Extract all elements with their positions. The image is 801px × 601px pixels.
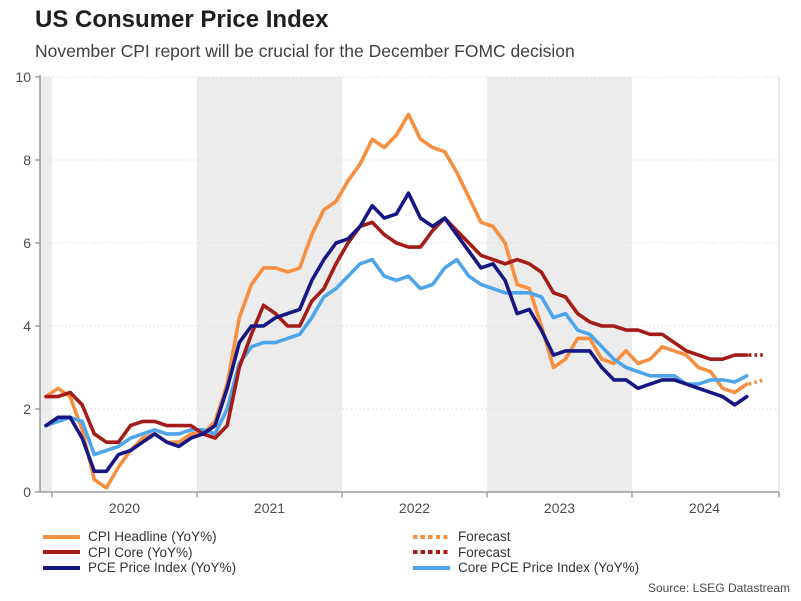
- legend-swatch-dotted-orange: [413, 534, 450, 539]
- legend-label: Forecast: [458, 529, 511, 545]
- page-title: US Consumer Price Index: [35, 6, 329, 33]
- svg-text:2022: 2022: [399, 500, 430, 516]
- legend-swatch-solid-navy: [43, 565, 80, 570]
- legend-swatch-solid-darkred: [43, 550, 80, 555]
- legend-label: PCE Price Index (YoY%): [88, 560, 237, 576]
- legend-swatch-dotted-darkred: [413, 550, 450, 555]
- legend-label: Forecast: [458, 544, 511, 560]
- legend-label: CPI Headline (YoY%): [88, 529, 217, 545]
- svg-text:2021: 2021: [254, 500, 285, 516]
- legend-swatch-solid-lightblue: [413, 565, 450, 570]
- legend-column-right: Forecast Forecast Core PCE Price Index (…: [413, 529, 639, 576]
- legend-item-cpi-core: CPI Core (YoY%): [43, 545, 236, 561]
- page-subtitle: November CPI report will be crucial for …: [35, 41, 575, 61]
- legend-item-cpi-headline: CPI Headline (YoY%): [43, 529, 236, 545]
- legend-label: Core PCE Price Index (YoY%): [458, 560, 640, 576]
- legend-item-forecast-headline: Forecast: [413, 529, 639, 545]
- svg-text:2023: 2023: [544, 500, 575, 516]
- svg-text:2020: 2020: [109, 500, 140, 516]
- svg-text:4: 4: [23, 318, 31, 334]
- legend-swatch-solid-orange: [43, 534, 80, 539]
- svg-text:2: 2: [23, 401, 31, 417]
- svg-text:8: 8: [23, 152, 31, 168]
- source-attribution: Source: LSEG Datastream: [647, 581, 790, 595]
- svg-text:2024: 2024: [689, 500, 720, 516]
- legend-item-core-pce: Core PCE Price Index (YoY%): [413, 560, 639, 576]
- legend-column-left: CPI Headline (YoY%) CPI Core (YoY%) PCE …: [43, 529, 236, 576]
- svg-text:0: 0: [23, 484, 31, 500]
- legend-item-forecast-core: Forecast: [413, 545, 639, 561]
- svg-text:10: 10: [15, 69, 31, 85]
- legend-item-pce: PCE Price Index (YoY%): [43, 560, 236, 576]
- legend-label: CPI Core (YoY%): [88, 544, 193, 560]
- svg-text:6: 6: [23, 235, 31, 251]
